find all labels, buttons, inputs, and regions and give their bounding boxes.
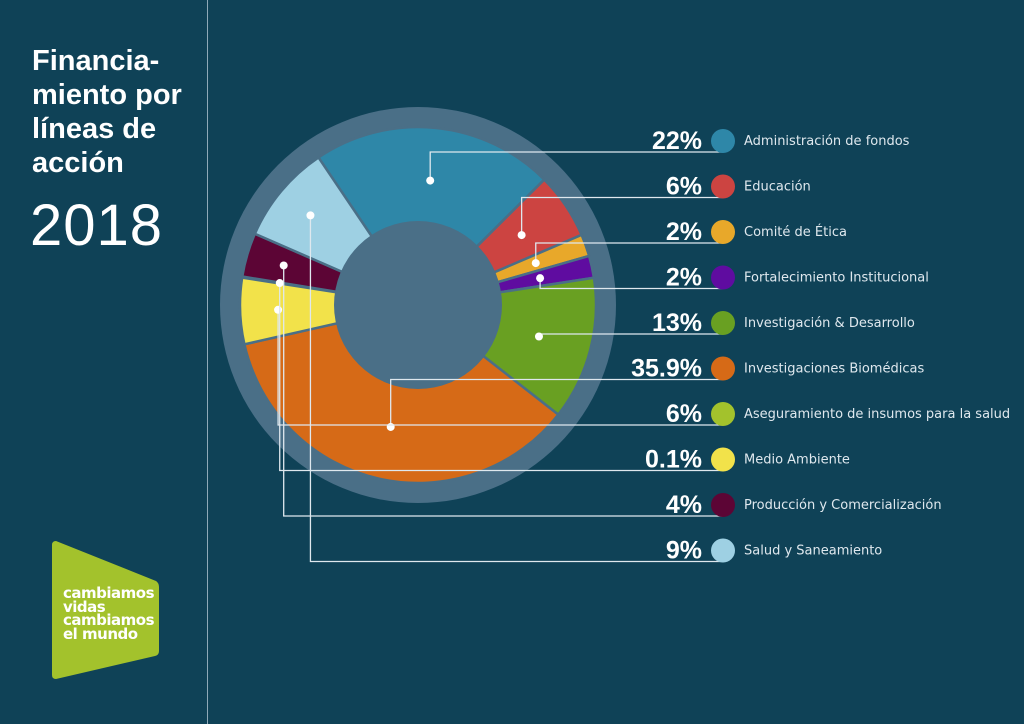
- leader-line-0: [429, 151, 723, 181]
- leader-line-5: [390, 378, 723, 427]
- leader-dot-4: [534, 332, 543, 341]
- legend-percent-7: 0.1%: [645, 446, 702, 474]
- donut-hole: [334, 221, 502, 389]
- leader-line-6: [277, 309, 723, 426]
- legend-swatch-5: [711, 356, 735, 381]
- legend-label-8: Producción y Comercialización: [744, 498, 942, 513]
- legend-label-5: Investigaciones Biomédicas: [744, 362, 924, 377]
- legend-swatch-2: [711, 220, 735, 244]
- pie-slice-5: [242, 303, 561, 485]
- leader-line-1: [520, 196, 723, 236]
- legend-swatch-9: [711, 538, 735, 563]
- legend-percent-9: 9%: [666, 537, 702, 565]
- year-label: 2018: [30, 193, 164, 258]
- legend-percent-3: 2%: [666, 264, 702, 292]
- leader-dot-6: [274, 305, 283, 314]
- leader-dot-7: [275, 279, 284, 288]
- legend-percent-5: 35.9%: [631, 355, 702, 383]
- leader-line-9: [309, 215, 723, 563]
- legend-label-1: Educación: [744, 180, 811, 195]
- legend-swatch-7: [711, 447, 735, 472]
- leader-dot-5: [386, 422, 395, 431]
- leader-line-7: [279, 283, 723, 472]
- logo-badge: [52, 541, 159, 679]
- legend-label-4: Investigación & Desarrollo: [744, 316, 915, 331]
- legend-swatch-8: [711, 493, 735, 517]
- leader-dot-9: [306, 211, 315, 220]
- legend-label-7: Medio Ambiente: [744, 453, 850, 468]
- leader-dot-0: [426, 176, 435, 185]
- legend-swatch-6: [711, 402, 735, 426]
- legend-percent-1: 6%: [666, 173, 702, 201]
- legend-label-9: Salud y Saneamiento: [744, 544, 882, 559]
- legend-percent-4: 13%: [652, 309, 702, 337]
- leader-line-2: [535, 242, 723, 264]
- pie-slice-0: [316, 125, 547, 307]
- legend-swatch-3: [711, 265, 735, 290]
- leader-dot-2: [531, 259, 540, 268]
- leader-dot-8: [279, 261, 288, 270]
- legend-swatch-0: [711, 129, 735, 153]
- leader-line-8: [283, 265, 723, 517]
- legend-swatch-1: [711, 174, 735, 199]
- legend-label-3: Fortalecimiento Institucional: [744, 271, 929, 286]
- legend-percent-8: 4%: [666, 491, 702, 519]
- legend-label-6: Aseguramiento de insumos para la salud: [744, 407, 1010, 422]
- legend-percent-0: 22%: [652, 127, 702, 155]
- legend-label-0: Administración de fondos: [744, 134, 910, 149]
- legend-percent-6: 6%: [666, 400, 702, 428]
- vertical-divider: [207, 0, 208, 724]
- legend-percent-2: 2%: [666, 218, 702, 246]
- leader-dot-3: [536, 274, 545, 283]
- page-title: Financia- miento por líneas de acción: [32, 45, 182, 179]
- logo-text: cambiamos vidas cambiamos el mundo: [63, 584, 155, 643]
- leader-dot-1: [517, 231, 526, 240]
- legend-label-2: Comité de Ética: [744, 224, 847, 240]
- legend-swatch-4: [711, 311, 735, 335]
